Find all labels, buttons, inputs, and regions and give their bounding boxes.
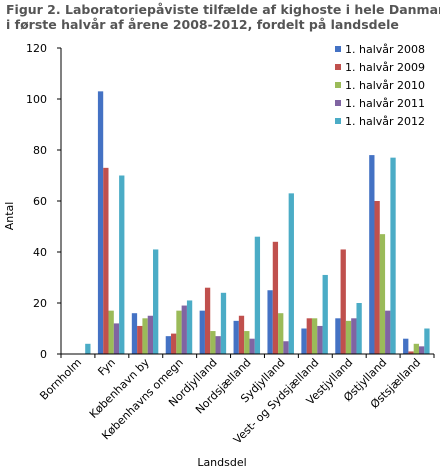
chart-title-line-1: Figur 2. Laboratoriepåviste tilfælde af … [6, 2, 440, 17]
bar [418, 346, 425, 354]
legend: 1. halvår 2008 1. halvår 2009 1. halvår 20… [335, 43, 425, 128]
bar [244, 331, 250, 354]
legend-label: 1. halvår 2009 [345, 61, 425, 74]
y-tick-label: 40 [33, 246, 47, 259]
bar [403, 338, 409, 354]
bar [142, 318, 148, 354]
bar [340, 249, 346, 354]
legend-swatch [335, 46, 341, 52]
x-tick-label: København by [87, 356, 152, 421]
bar [374, 201, 380, 354]
bar [176, 310, 182, 354]
legend-label: 1. halvår 2010 [345, 79, 425, 92]
bar [288, 193, 294, 354]
bar [204, 287, 211, 354]
bar [317, 325, 323, 354]
legend-swatch [335, 118, 341, 124]
bar [385, 310, 391, 354]
bar [153, 249, 159, 354]
y-tick-label: 60 [33, 195, 47, 208]
bar [199, 310, 205, 354]
bar [215, 336, 221, 354]
axis-lines [60, 48, 434, 355]
bar [238, 315, 245, 354]
bar [113, 323, 120, 354]
bar [103, 167, 109, 354]
y-tick-label: 0 [40, 348, 47, 361]
bar [119, 175, 125, 354]
chart-title-line-2: i første halvår af årene 2008-2012, ford… [6, 17, 399, 32]
y-axis: 0 20 40 60 80 100 120 [26, 42, 61, 361]
bar [283, 341, 289, 354]
legend-label: 1. halvår 2012 [345, 115, 425, 128]
y-tick-label: 120 [26, 42, 47, 55]
bar [137, 325, 143, 354]
y-axis-label: Antal [3, 202, 16, 231]
bar [278, 313, 284, 354]
bar [272, 241, 279, 354]
bar [390, 157, 396, 354]
legend-label: 1. halvår 2008 [345, 43, 425, 56]
bar [322, 274, 328, 354]
x-axis-label: Landsdel [197, 456, 246, 469]
y-tick-label: 100 [26, 93, 47, 106]
bar [369, 155, 375, 354]
bar [186, 300, 193, 354]
legend-swatch [335, 82, 341, 88]
bar [254, 236, 261, 354]
bar [220, 292, 227, 354]
bar [97, 91, 104, 354]
bar [85, 343, 91, 354]
legend-label: 1. halvår 2011 [345, 97, 425, 110]
x-tick-label: Bornholm [37, 356, 84, 403]
y-tick-label: 80 [33, 144, 47, 157]
bar [301, 328, 307, 354]
bar [356, 303, 362, 354]
bar [413, 343, 419, 354]
bar [181, 305, 187, 354]
legend-swatch [335, 100, 341, 106]
bar [108, 310, 114, 354]
chart-title: Figur 2. Laboratoriepåviste tilfælde af … [6, 2, 440, 32]
bar [379, 234, 386, 354]
legend-swatch [335, 64, 341, 70]
bar-series-group [85, 91, 430, 354]
bar [351, 318, 357, 354]
bar [233, 320, 239, 354]
bar [408, 351, 414, 354]
bar [171, 333, 177, 354]
bar [147, 315, 154, 354]
bar [424, 328, 430, 354]
bar [306, 318, 312, 354]
bar [311, 318, 318, 354]
bar [210, 331, 216, 354]
bar [165, 336, 172, 354]
bar [335, 318, 341, 354]
bar [131, 313, 138, 354]
x-tick-label: Fyn [95, 356, 118, 379]
bar [267, 290, 273, 354]
bar [345, 320, 352, 354]
y-tick-label: 20 [33, 297, 47, 310]
bar [249, 338, 255, 354]
